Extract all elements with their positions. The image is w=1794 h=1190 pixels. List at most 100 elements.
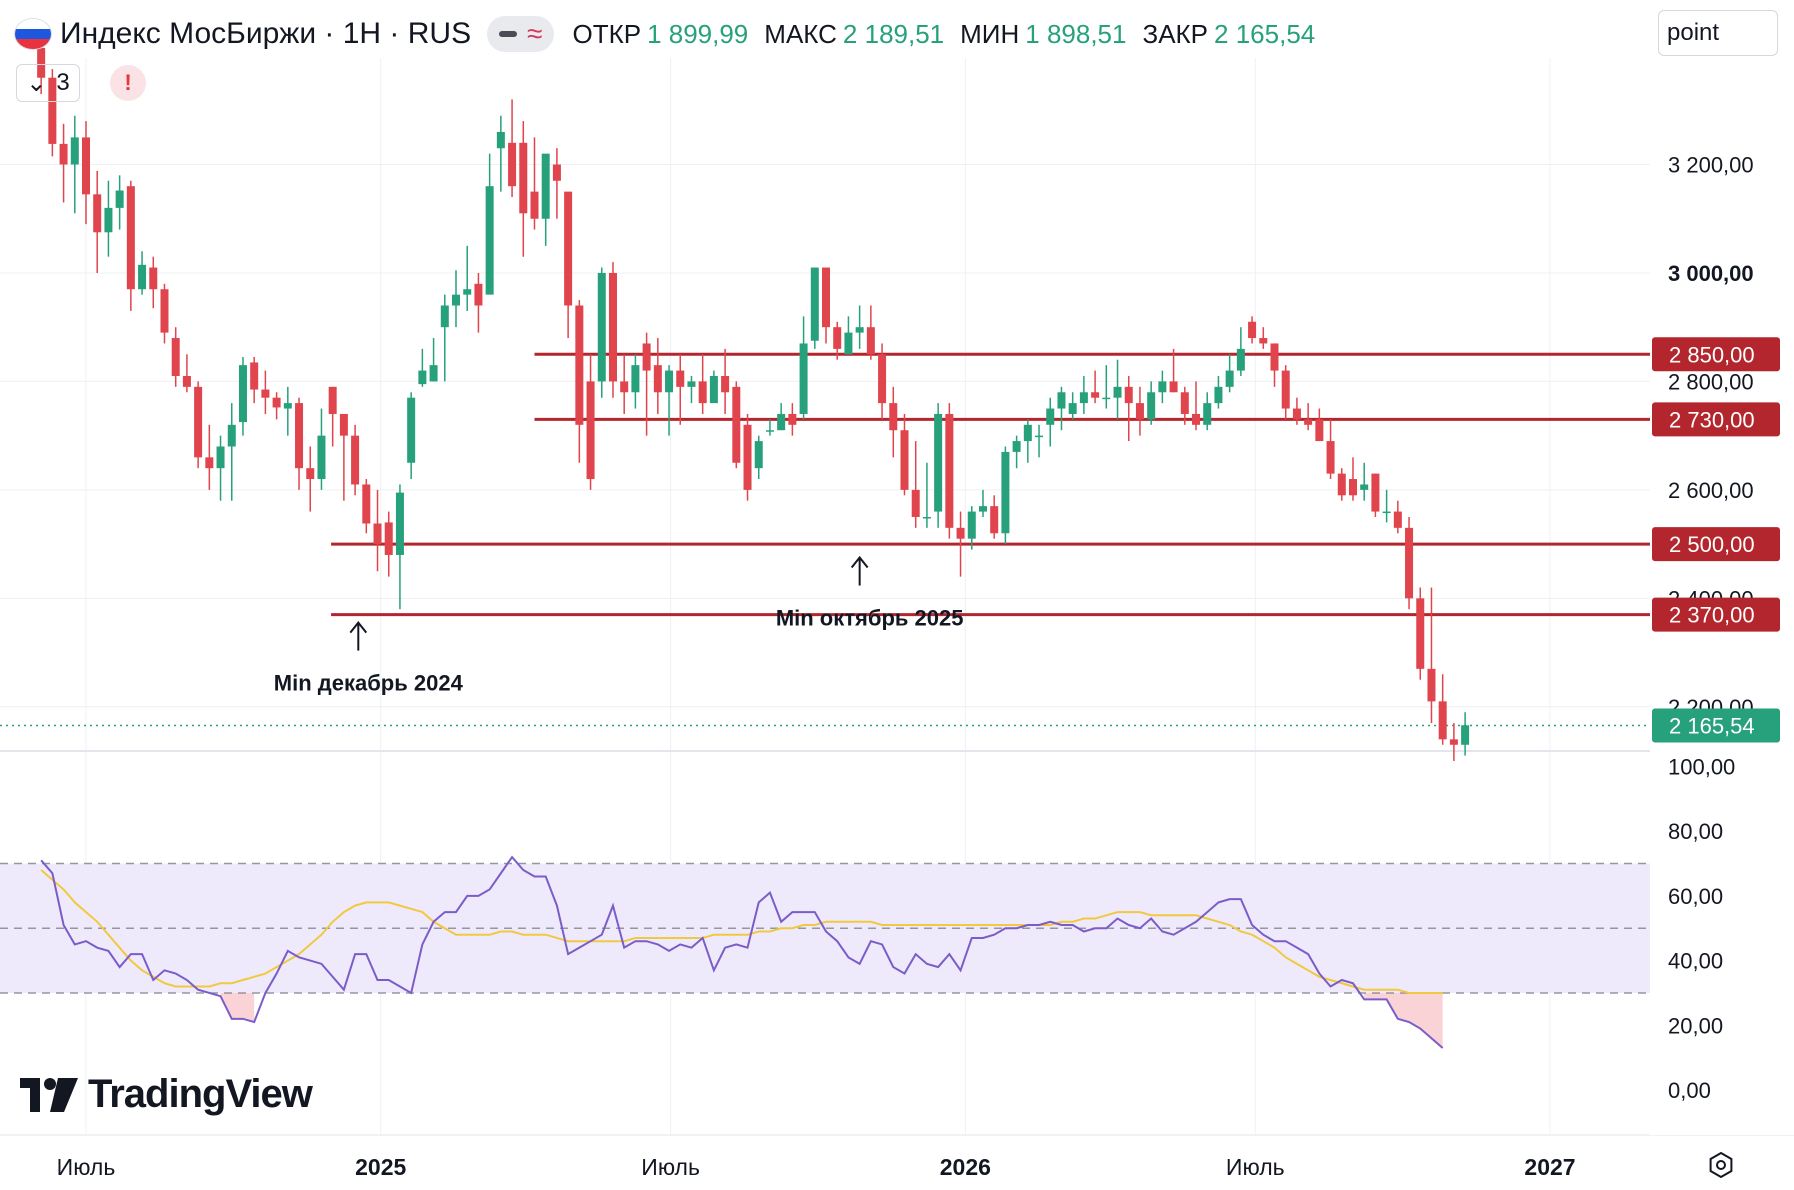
candle-body — [530, 191, 539, 219]
candle-body — [496, 131, 505, 149]
candle-body — [429, 365, 438, 382]
ohlc-value: 2 189,51 — [842, 18, 945, 49]
candle — [620, 354, 629, 414]
annotation-label: Min декабрь 2024 — [274, 671, 464, 696]
candle-body — [1091, 392, 1100, 398]
time-tick-label: Июль — [641, 1154, 700, 1180]
candle-body — [732, 386, 741, 463]
candle-body — [1348, 479, 1357, 496]
candle — [889, 386, 898, 458]
annotation-label: Min октябрь 2025 — [776, 606, 964, 631]
candle-body — [855, 327, 864, 333]
price-axis: 2 200,002 400,002 600,002 800,003 000,00… — [1650, 0, 1794, 1135]
candle — [866, 305, 875, 360]
candle — [261, 370, 270, 414]
candle — [205, 424, 214, 490]
price-tick-label: 2 600,00 — [1668, 478, 1754, 503]
candle — [182, 354, 191, 393]
candle — [788, 403, 797, 436]
approx-icon[interactable]: ≈ — [527, 18, 543, 49]
level-price-tag-bg — [1652, 337, 1780, 372]
candle-body — [205, 457, 214, 469]
candle — [822, 267, 831, 344]
candles — [37, 34, 1470, 762]
rsi-tick-label: 60,00 — [1668, 884, 1723, 909]
level-lines — [0, 352, 1650, 727]
candle — [238, 357, 247, 436]
chevron-down-icon: ⌄ — [26, 69, 47, 97]
settings-gear-icon[interactable] — [1708, 1152, 1734, 1178]
candle-body — [395, 492, 404, 555]
candle-body — [70, 137, 79, 165]
candle-body — [138, 264, 147, 290]
candle-body — [709, 375, 718, 404]
candle — [1405, 516, 1414, 610]
candle — [59, 123, 68, 203]
indicators-toggle-button[interactable]: ⌄ 3 — [16, 64, 80, 102]
candle-body — [1248, 321, 1257, 339]
candle — [1416, 587, 1425, 680]
candle — [1135, 386, 1144, 436]
chart-mode-pill[interactable]: ≈ — [487, 16, 555, 52]
ohlc-key: МИН — [960, 18, 1020, 49]
alert-icon[interactable]: ! — [110, 65, 146, 101]
time-tick-label: 2026 — [940, 1154, 991, 1180]
candle-body — [238, 365, 247, 423]
candle-body — [339, 413, 348, 436]
last-price-tag: 2 165,54 — [1652, 708, 1780, 743]
rsi-tick-label: 20,00 — [1668, 1013, 1723, 1038]
minus-icon[interactable] — [499, 31, 518, 37]
candle-body — [1236, 348, 1245, 371]
price-tick-label: 2 800,00 — [1668, 369, 1754, 394]
candle — [452, 270, 461, 328]
candle-body — [1405, 527, 1414, 599]
candle-body — [833, 327, 842, 349]
last-price-tag-bg — [1652, 708, 1780, 743]
candle-body — [519, 142, 528, 214]
candle-body — [1360, 484, 1369, 490]
candle — [1393, 500, 1402, 534]
candle-body — [48, 77, 57, 144]
russia-flag-icon — [14, 18, 52, 50]
candle — [216, 435, 225, 501]
candle-body — [900, 430, 909, 490]
candle — [911, 441, 920, 528]
candle-body — [82, 137, 90, 195]
level-price-tag-bg — [1652, 597, 1780, 632]
candle — [1057, 386, 1066, 431]
candle-body — [1416, 598, 1425, 669]
candle — [496, 115, 505, 192]
candle — [754, 435, 763, 480]
candle — [250, 357, 259, 404]
candle — [530, 137, 539, 230]
candle — [104, 180, 113, 257]
candle — [306, 446, 315, 512]
candle — [1158, 370, 1167, 404]
candle-body — [1057, 392, 1066, 409]
candle-body — [687, 381, 696, 387]
rsi-oversold-fill — [220, 992, 255, 1023]
candle — [709, 370, 718, 404]
candle — [575, 300, 584, 463]
candle-body — [608, 272, 617, 382]
candle — [1046, 397, 1055, 447]
candle — [676, 354, 685, 425]
symbol-title[interactable]: Индекс МосБиржи · 1Н · RUS — [60, 17, 472, 50]
candle-body — [934, 413, 943, 512]
candle-body — [1337, 473, 1346, 496]
candle — [732, 381, 741, 469]
rsi-ma-line — [40, 869, 1443, 994]
price-tick-label: 3 200,00 — [1668, 153, 1754, 178]
candle-body — [721, 375, 730, 393]
candle-body — [418, 370, 427, 385]
candle-body — [1102, 397, 1111, 400]
scale-mode-box[interactable]: point — [1658, 10, 1778, 56]
candle — [631, 354, 640, 409]
candle — [1214, 375, 1223, 409]
candle-body — [1259, 338, 1268, 344]
candle-body — [844, 332, 853, 355]
rsi-pane — [0, 855, 1650, 1049]
candle-body — [384, 522, 393, 555]
candle-body — [653, 365, 662, 393]
